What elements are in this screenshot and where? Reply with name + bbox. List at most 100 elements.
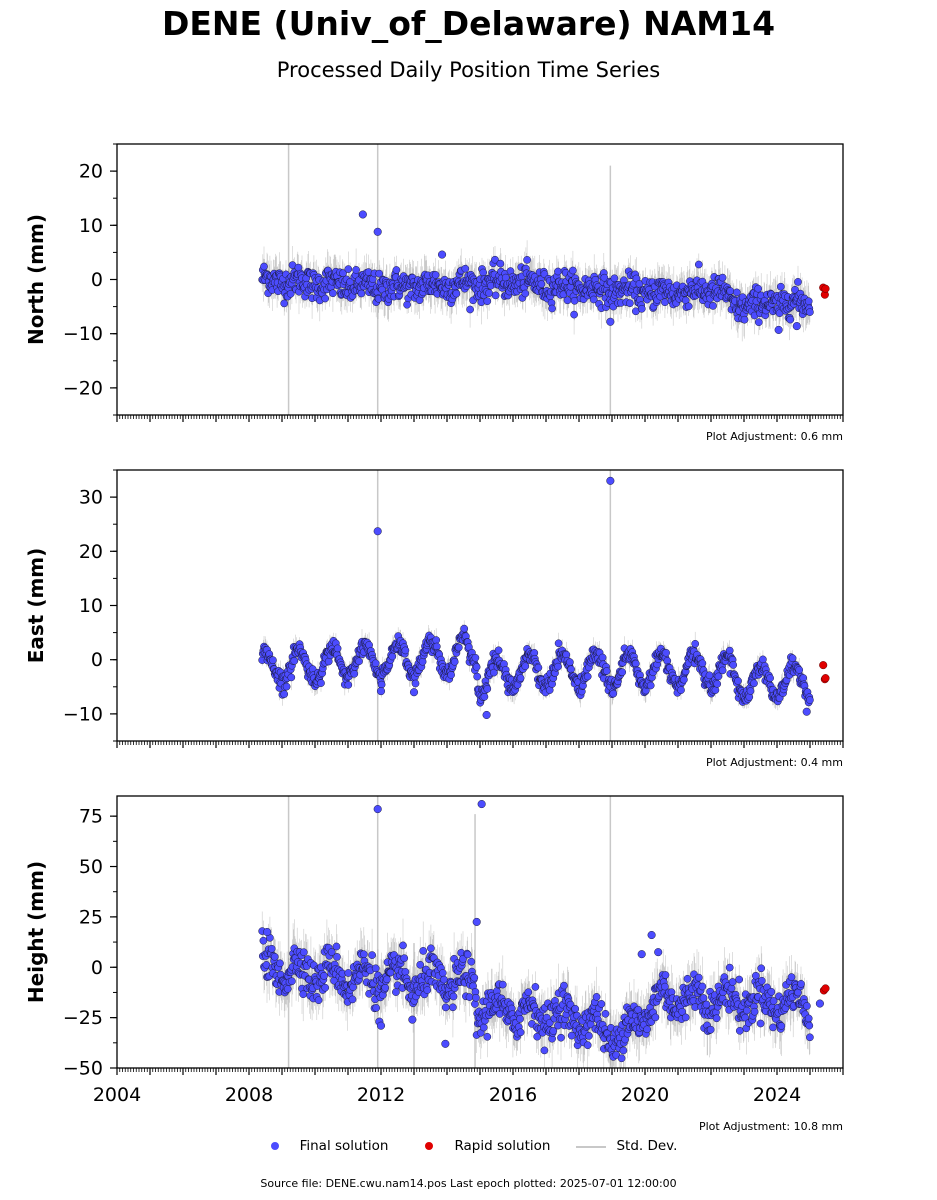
final-point (694, 260, 703, 269)
final-point (320, 972, 328, 980)
final-point (483, 1032, 492, 1041)
std-dev-line-icon (576, 1146, 607, 1148)
final-point (805, 1021, 814, 1030)
final-point (728, 978, 737, 986)
final-point (746, 687, 755, 695)
final-point (600, 273, 609, 282)
final-point (460, 624, 469, 633)
plot-area-0 (258, 144, 830, 415)
final-point (333, 644, 342, 653)
legend-stddev: Std. Dev. (576, 1138, 677, 1154)
legend-rapid: Rapid solution (414, 1138, 550, 1154)
panel-2: 75 50 25 0 −25 −50 2004 2008 2012 2016 2020 2024 Hei… (24, 795, 844, 1133)
final-point (270, 952, 279, 961)
final-point (786, 315, 795, 324)
final-point (368, 951, 376, 959)
final-point (516, 674, 525, 682)
final-point (516, 1015, 524, 1023)
final-point (571, 1004, 580, 1013)
ytick-label: −20 (63, 377, 103, 399)
final-point (683, 974, 692, 983)
final-outlier-point (477, 800, 486, 809)
final-point (479, 268, 488, 277)
xtick-label: 2004 (93, 1084, 141, 1106)
final-point (718, 273, 727, 282)
final-point (332, 942, 341, 951)
plot-adjustment-note: Plot Adjustment: 0.4 mm (706, 756, 843, 769)
final-outlier-point (802, 707, 811, 716)
final-point (349, 983, 357, 991)
final-point (372, 1004, 381, 1012)
final-point (473, 672, 482, 681)
final-point (698, 982, 707, 991)
ytick-label: 0 (91, 649, 103, 671)
final-point (441, 1003, 450, 1012)
final-point (283, 985, 292, 993)
final-point (471, 653, 480, 662)
final-point (344, 681, 353, 689)
final-point (286, 289, 295, 298)
final-point (521, 662, 530, 671)
final-point (804, 297, 813, 306)
final-point (496, 259, 505, 268)
final-point (531, 983, 540, 991)
final-point (259, 936, 268, 945)
final-point (450, 657, 459, 666)
xtick-label: 2020 (621, 1084, 669, 1106)
final-point (706, 1025, 715, 1034)
final-point (269, 656, 277, 664)
final-point (432, 642, 441, 651)
final-point (806, 308, 814, 316)
final-point (375, 269, 384, 278)
final-point (787, 973, 796, 981)
final-point (377, 680, 386, 689)
final-point (569, 266, 577, 275)
final-point (794, 278, 802, 286)
final-point (383, 975, 391, 984)
final-point (754, 318, 763, 327)
final-outlier-point (792, 322, 801, 331)
final-point (617, 1054, 626, 1063)
final-point (583, 672, 592, 681)
final-point (463, 950, 472, 959)
final-point (702, 1000, 711, 1009)
final-point (549, 1027, 558, 1035)
final-point (523, 256, 531, 264)
ytick-label: 25 (79, 906, 103, 928)
final-point (661, 982, 669, 991)
final-point (631, 659, 640, 668)
final-point (288, 977, 296, 986)
final-point (709, 302, 717, 310)
final-point (677, 686, 685, 694)
plot-adjustment-note: Plot Adjustment: 0.6 mm (706, 430, 843, 443)
final-point (651, 1013, 660, 1022)
final-outlier-point (409, 688, 419, 697)
final-point (276, 959, 284, 968)
final-point (788, 654, 797, 663)
final-point (491, 291, 500, 300)
final-point (601, 1009, 610, 1018)
final-point (418, 657, 427, 666)
ytick-label: 10 (79, 595, 103, 617)
final-point (791, 285, 799, 294)
final-point (735, 1026, 744, 1035)
final-point (806, 1033, 814, 1042)
final-point (314, 996, 323, 1005)
legend-final-label: Final solution (299, 1138, 389, 1154)
final-point (317, 679, 325, 687)
final-point (750, 679, 758, 688)
final-point (795, 666, 804, 674)
final-point (643, 1025, 651, 1034)
final-point (494, 646, 503, 655)
final-point (280, 690, 289, 698)
final-outlier-point (376, 1021, 386, 1030)
final-point (626, 299, 634, 308)
final-point (521, 289, 530, 298)
final-point (359, 950, 368, 959)
final-point (329, 289, 337, 298)
final-point (357, 289, 366, 298)
final-point (646, 681, 655, 690)
final-point (399, 941, 407, 950)
final-point (554, 639, 563, 648)
final-point (472, 663, 481, 671)
